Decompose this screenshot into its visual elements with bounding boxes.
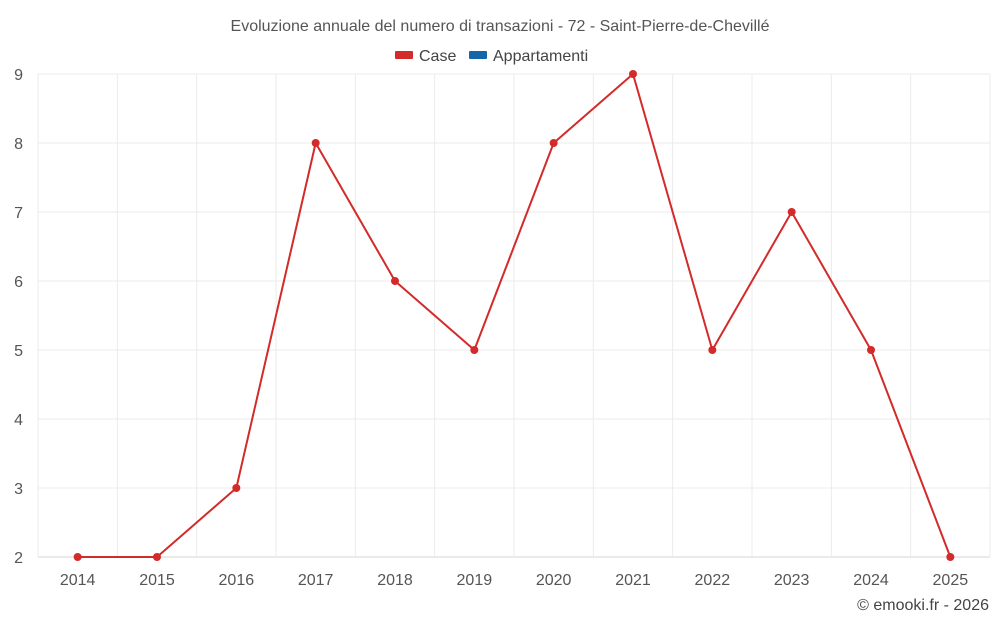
x-tick-label: 2022 xyxy=(695,572,731,589)
x-axis-ticks: 2014 2015 2016 2017 2018 2019 2020 2021 2022 2023… xyxy=(60,572,968,589)
chart-title: Evoluzione annuale del numero di transaz… xyxy=(231,18,770,35)
legend-swatch-case[interactable] xyxy=(395,51,413,59)
data-point[interactable] xyxy=(73,553,82,561)
y-tick-label: 2 xyxy=(14,550,23,567)
y-tick-label: 3 xyxy=(14,481,23,498)
y-tick-label: 7 xyxy=(14,205,23,222)
data-point[interactable] xyxy=(867,346,875,354)
data-point[interactable] xyxy=(787,208,796,216)
y-tick-label: 8 xyxy=(14,136,23,153)
x-tick-label: 2018 xyxy=(377,572,413,589)
legend-label-appartamenti[interactable]: Appartamenti xyxy=(493,48,588,65)
y-tick-label: 9 xyxy=(14,67,23,84)
data-point[interactable] xyxy=(470,346,479,354)
data-point[interactable] xyxy=(391,277,399,285)
legend-swatch-appartamenti[interactable] xyxy=(469,51,487,59)
y-tick-label: 4 xyxy=(14,412,23,429)
data-point[interactable] xyxy=(629,70,637,78)
data-point[interactable] xyxy=(708,346,717,354)
data-point[interactable] xyxy=(153,553,161,561)
data-point[interactable] xyxy=(946,553,955,561)
legend: Case Appartamenti xyxy=(395,48,588,65)
x-tick-label: 2017 xyxy=(298,572,334,589)
grid xyxy=(37,73,991,558)
y-tick-label: 6 xyxy=(14,274,23,291)
legend-label-case[interactable]: Case xyxy=(419,48,456,65)
series-line-0 xyxy=(77,73,952,558)
y-axis-ticks: 2 3 4 5 6 7 8 9 xyxy=(14,67,23,567)
data-point[interactable] xyxy=(311,139,320,147)
x-tick-label: 2023 xyxy=(774,572,810,589)
x-tick-label: 2015 xyxy=(139,572,175,589)
x-tick-label: 2024 xyxy=(853,572,889,589)
credit-text: © emooki.fr - 2026 xyxy=(857,597,989,614)
x-tick-label: 2025 xyxy=(933,572,969,589)
x-tick-label: 2014 xyxy=(60,572,96,589)
x-tick-label: 2021 xyxy=(615,572,651,589)
data-point[interactable] xyxy=(232,484,241,492)
x-tick-label: 2019 xyxy=(457,572,493,589)
series-case xyxy=(73,70,955,561)
x-tick-label: 2020 xyxy=(536,572,572,589)
y-tick-label: 5 xyxy=(14,343,23,360)
x-tick-label: 2016 xyxy=(219,572,255,589)
data-point[interactable] xyxy=(549,139,558,147)
